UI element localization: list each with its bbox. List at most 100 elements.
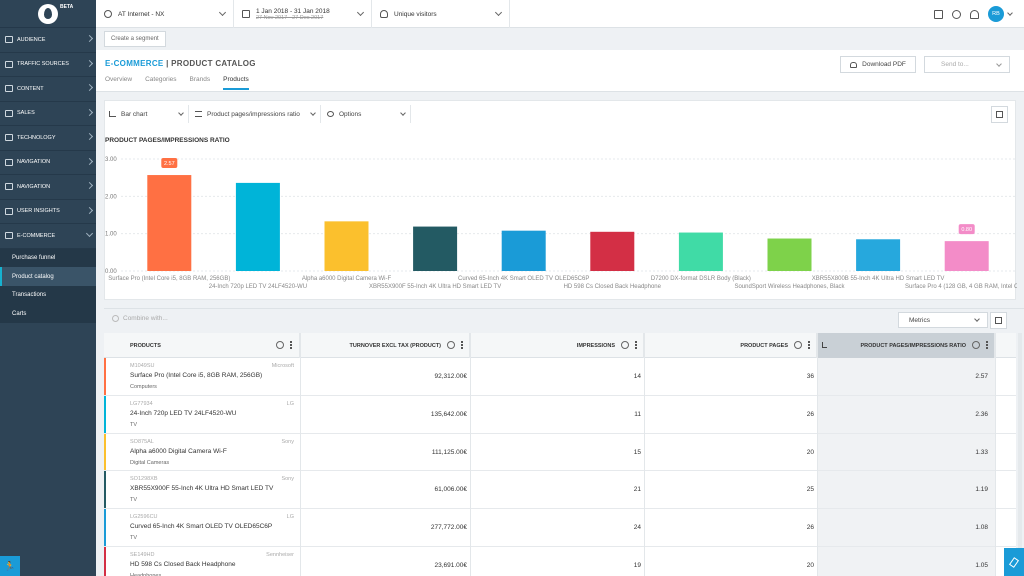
more-icon[interactable]	[808, 341, 810, 349]
chevron-right-icon	[85, 206, 94, 214]
bar[interactable]	[767, 238, 812, 271]
column-divider	[995, 333, 996, 576]
sidebar-subitem-purchase-funnel[interactable]: Purchase funnel	[0, 248, 96, 268]
avatar[interactable]: RB	[988, 6, 1004, 22]
navigation-icon	[5, 183, 13, 191]
more-icon[interactable]	[290, 341, 292, 349]
walkthrough-button[interactable]: 🏃	[0, 556, 20, 576]
column-divider	[644, 333, 645, 576]
apps-grid-icon[interactable]	[934, 9, 943, 19]
product-name[interactable]: 24-Inch 720p LED TV 24LF4520-WU	[130, 409, 237, 417]
plus-icon	[112, 315, 119, 322]
info-icon[interactable]	[447, 341, 455, 349]
product-name[interactable]: Surface Pro (Intel Core i5, 8GB RAM, 256…	[130, 372, 263, 379]
sorted-column-bg	[817, 433, 995, 471]
sidebar-item-technology[interactable]: Technology	[0, 126, 96, 151]
table-row[interactable]: SE149HD Sennheiser HD 598 Cs Closed Back H…	[104, 547, 1016, 576]
site-selector[interactable]: AT Internet - NX	[96, 0, 234, 28]
chart-type-dropdown[interactable]: Bar chart	[105, 105, 189, 123]
more-icon[interactable]	[986, 341, 988, 349]
info-icon[interactable]	[794, 341, 802, 349]
column-header-ratio[interactable]: Product pages/impressions ratio	[817, 333, 995, 358]
product-sku: LG77934	[130, 400, 153, 407]
bar[interactable]	[944, 241, 989, 271]
product-name[interactable]: Alpha a6000 Digital Camera Wi-F	[130, 447, 227, 455]
sidebar-item-traffic-sources[interactable]: Traffic sources	[0, 53, 96, 77]
sidebar-item-navigation[interactable]: Navigation	[0, 151, 96, 175]
column-header-products[interactable]: Products	[104, 333, 300, 358]
sidebar-subitem-transactions[interactable]: Transactions	[0, 285, 96, 305]
impressions-value: 19	[633, 562, 641, 569]
pen-icon	[1008, 556, 1020, 568]
chevron-right-icon	[85, 59, 94, 67]
chevron-right-icon	[85, 34, 94, 43]
feedback-button[interactable]	[1004, 548, 1024, 576]
column-header-product-pages[interactable]: Product pages	[644, 333, 817, 358]
chevron-down-icon[interactable]	[1007, 10, 1013, 16]
table-row[interactable]: LG2596CU LG Curved 65-Inch 4K Smart OLED T…	[104, 509, 1016, 547]
column-header-turnover[interactable]: Turnover excl tax (Product)	[300, 333, 470, 358]
combine-with-dropdown[interactable]: Combine with...	[112, 315, 168, 322]
tab-categories[interactable]: Categories	[145, 76, 177, 83]
date-selector[interactable]: 1 Jan 2018 - 31 Jan 2018 27 Nov 2017 - 2…	[234, 0, 372, 28]
product-name[interactable]: XBR55X900F 55-Inch 4K Ultra HD Smart LED…	[130, 485, 274, 493]
date-range: 1 Jan 2018 - 31 Jan 2018	[256, 7, 330, 15]
send-to-dropdown[interactable]: Send to...	[924, 56, 1010, 73]
section-title[interactable]: E-COMMERCE	[105, 59, 164, 68]
bar[interactable]	[590, 231, 635, 271]
info-icon[interactable]	[621, 341, 629, 349]
bar[interactable]	[501, 230, 546, 271]
segment-bar: Create a segment	[96, 28, 1024, 50]
chart-metric-dropdown[interactable]: Product pages/impressions ratio	[191, 105, 321, 123]
app-logo[interactable]: BETA	[0, 0, 96, 28]
table-row[interactable]: M1049SU Microsoft Surface Pro (Intel Core …	[104, 358, 1016, 396]
sidebar-item-content[interactable]: Content	[0, 77, 96, 102]
x-tick-label: XBR55X800B 55-Inch 4K Ultra HD Smart LED…	[812, 276, 945, 282]
sidebar-item-sales[interactable]: Sales	[0, 102, 96, 126]
bar[interactable]	[235, 182, 280, 271]
sidebar-subitem-carts[interactable]: Carts	[0, 304, 96, 324]
sidebar-item-navigation-2[interactable]: Navigation	[0, 175, 96, 200]
info-icon[interactable]	[276, 341, 284, 349]
sidebar-item-label: Audience	[17, 36, 46, 43]
copy-table-button[interactable]	[990, 312, 1007, 329]
metric-selector[interactable]: Unique visitors	[372, 0, 510, 28]
copy-chart-button[interactable]	[991, 106, 1008, 123]
bar[interactable]	[147, 175, 192, 271]
bar[interactable]	[856, 239, 901, 271]
bar[interactable]	[324, 221, 369, 271]
tab-brands[interactable]: Brands	[189, 76, 211, 83]
sort-icon[interactable]	[822, 342, 827, 348]
tab-products[interactable]: Products	[223, 76, 249, 90]
sidebar-item-e-commerce[interactable]: E-commerce	[0, 224, 96, 249]
product-name[interactable]: Curved 65-Inch 4K Smart OLED TV OLED65C6…	[130, 523, 273, 531]
row-color-stripe	[104, 433, 106, 471]
help-icon[interactable]	[952, 9, 961, 19]
create-segment-button[interactable]: Create a segment	[104, 31, 166, 47]
bar[interactable]	[413, 226, 458, 271]
tab-overview[interactable]: Overview	[105, 76, 133, 83]
sidebar-subitem-product-catalog[interactable]: Product catalog	[0, 267, 96, 286]
column-header-impressions[interactable]: Impressions	[470, 333, 644, 358]
gear-icon	[327, 111, 334, 117]
metrics-dropdown[interactable]: Metrics	[898, 312, 988, 328]
table-row[interactable]: SO875AL Sony Alpha a6000 Digital Camera Wi…	[104, 433, 1016, 472]
table-row[interactable]: SO1298XB Sony XBR55X900F 55-Inch 4K Ultra …	[104, 471, 1016, 510]
bar[interactable]	[678, 232, 723, 271]
sidebar-item-user-insights[interactable]: User insights	[0, 200, 96, 224]
page-name: PRODUCT CATALOG	[171, 59, 256, 68]
product-name[interactable]: HD 598 Cs Closed Back Headphone	[130, 561, 236, 568]
product-brand: Sony	[281, 438, 294, 445]
chart-options-dropdown[interactable]: Options	[323, 105, 411, 123]
info-icon[interactable]	[972, 341, 980, 349]
bar-chart-icon	[109, 111, 116, 117]
more-icon[interactable]	[461, 341, 463, 349]
sidebar-item-audience[interactable]: Audience	[0, 28, 96, 53]
more-icon[interactable]	[635, 341, 637, 349]
table-scrollbar[interactable]	[1018, 333, 1022, 576]
table-row[interactable]: LG77934 LG 24-Inch 720p LED TV 24LF4520-WU…	[104, 395, 1016, 434]
title-separator: |	[163, 59, 172, 68]
product-pages-value: 20	[806, 562, 814, 569]
bell-icon[interactable]	[970, 9, 979, 19]
download-pdf-button[interactable]: Download PDF	[840, 56, 916, 73]
